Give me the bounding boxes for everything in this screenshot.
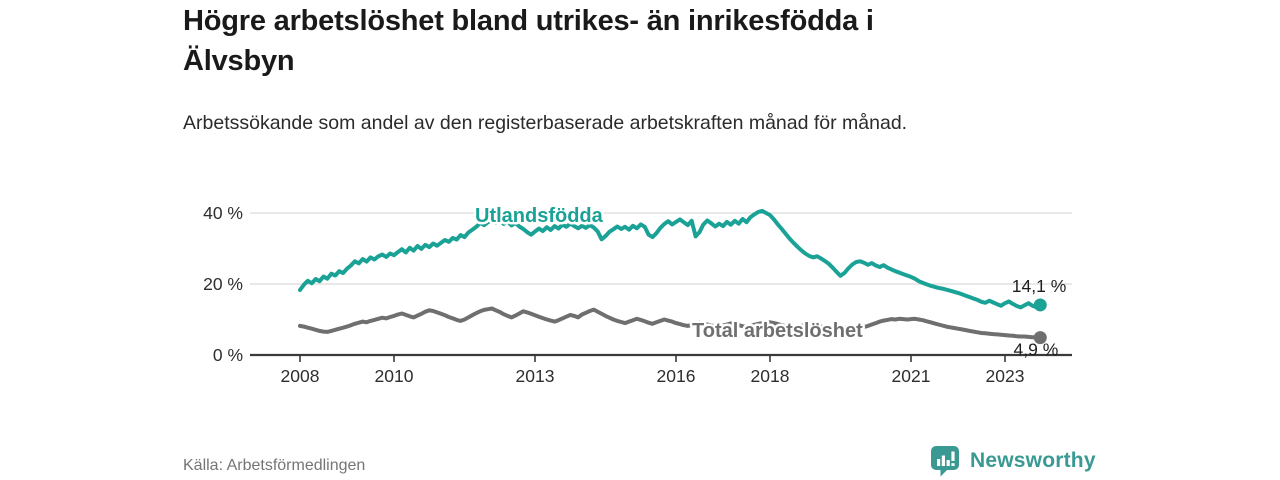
series-label-total-arbetsloshet: Total arbetslöshet	[692, 320, 863, 342]
series-end-dot-utlandsfodda	[1033, 298, 1047, 312]
page-title-line2: Älvsbyn	[183, 45, 295, 77]
source-label: Källa: Arbetsförmedlingen	[183, 457, 366, 474]
x-tick-label-2023: 2023	[986, 366, 1025, 386]
series-label-utlandsfodda: Utlandsfödda	[475, 205, 604, 227]
x-tick-label-2018: 2018	[751, 366, 790, 386]
x-tick-label-2008: 2008	[281, 366, 320, 386]
series-end-dot-total-arbetsloshet	[1033, 331, 1047, 345]
x-tick-label-2016: 2016	[657, 366, 696, 386]
x-tick-label-2013: 2013	[516, 366, 555, 386]
series-end-value-total-arbetsloshet: 4,9 %	[1014, 340, 1059, 360]
series-line-total-arbetsloshet	[298, 306, 1043, 340]
newsworthy-logo: Newsworthy	[931, 445, 1096, 477]
x-tick-label-2021: 2021	[892, 366, 931, 386]
series-end-value-utlandsfodda: 14,1 %	[1012, 276, 1066, 296]
y-tick-label-20: 20 %	[203, 274, 243, 294]
chart-subtitle: Arbetssökande som andel av den registerb…	[183, 112, 908, 134]
y-tick-label-0: 0 %	[213, 345, 243, 365]
x-tick-label-2010: 2010	[375, 366, 414, 386]
page-title-line1: Högre arbetslöshet bland utrikes- än inr…	[183, 5, 874, 37]
series-line-utlandsfodda	[298, 208, 1043, 310]
newsworthy-wordmark: Newsworthy	[970, 449, 1096, 472]
newsworthy-bar-chart-pin-icon	[931, 446, 959, 477]
y-tick-label-40: 40 %	[203, 203, 243, 223]
page-title: Högre arbetslöshet bland utrikes- än inr…	[183, 1, 874, 81]
